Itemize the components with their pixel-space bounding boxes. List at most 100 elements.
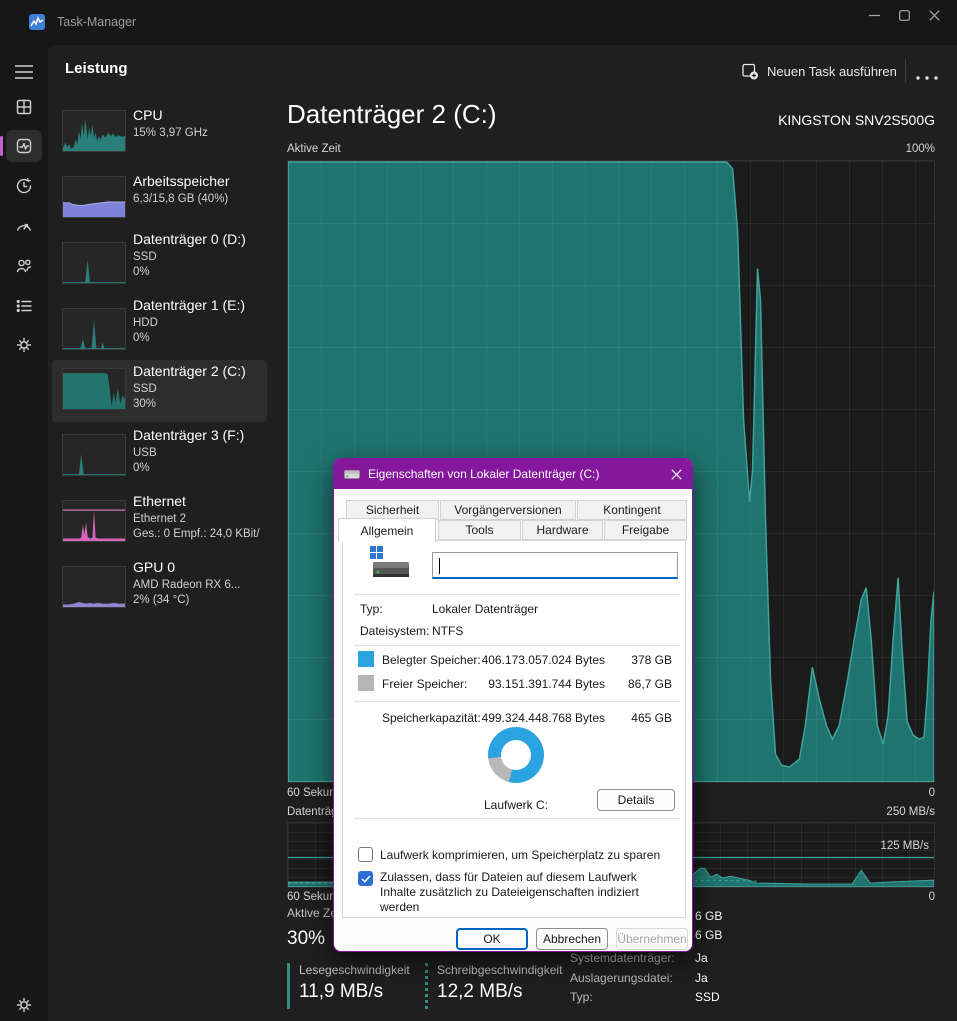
list-item-sub2: 0% (133, 332, 150, 344)
cancel-button[interactable]: Abbrechen (536, 928, 608, 950)
read-speed-value: 11,9 MB/s (299, 981, 384, 1002)
info-row-value: Ja (695, 971, 708, 985)
transfer-max-label: 250 MB/s (886, 806, 935, 818)
new-task-icon (742, 63, 758, 79)
separator (354, 701, 680, 702)
x-axis-right: 0 (928, 787, 935, 799)
general-tab-page: Typ: Lokaler Datenträger Dateisystem: NT… (342, 540, 686, 918)
memory-sparkline (62, 176, 126, 218)
nav-selection-accent (0, 136, 3, 156)
list-item-ethernet[interactable] (62, 500, 126, 542)
list-item-title: Datenträger 3 (F:) (133, 427, 245, 443)
apply-button[interactable]: Übernehmen (616, 928, 688, 950)
sidebar-item-performance[interactable] (6, 130, 42, 162)
run-new-task-button[interactable]: Neuen Task ausführen (742, 58, 897, 84)
more-options-button[interactable] (915, 68, 939, 86)
filesystem-label: Dateisystem: (360, 624, 430, 638)
processes-icon (16, 99, 32, 115)
list-item-sub: USB (133, 447, 157, 459)
drive-label: Laufwerk C: (483, 798, 549, 812)
type-label: Typ: (360, 602, 383, 616)
list-item-sub: AMD Radeon RX 6... (133, 579, 241, 591)
disk0-sparkline (62, 242, 126, 284)
sidebar-item-settings[interactable] (6, 989, 42, 1021)
transfer-x-right: 0 (928, 891, 935, 903)
dialog-title: Eigenschaften von Lokaler Datenträger (C… (368, 467, 600, 481)
list-item-title: Datenträger 1 (E:) (133, 297, 246, 313)
menu-button[interactable] (6, 56, 42, 88)
maximize-button[interactable] (889, 2, 919, 28)
tab-tools[interactable]: Tools (438, 520, 521, 540)
sidebar-item-processes[interactable] (6, 91, 42, 123)
read-speed-stat: Lesegeschwindigkeit 11,9 MB/s (287, 963, 417, 1009)
ok-button[interactable]: OK (456, 928, 528, 950)
services-icon (16, 337, 32, 353)
capacity-bytes: 499.324.448.768 Bytes (481, 711, 605, 725)
list-item-memory[interactable] (62, 176, 126, 218)
compress-checkbox-label: Laufwerk komprimieren, um Speicherplatz … (380, 848, 661, 862)
used-space-swatch (358, 651, 374, 667)
maximize-icon (898, 9, 910, 21)
more-options-icon (916, 76, 938, 80)
list-item-cpu[interactable] (62, 110, 126, 152)
list-item-disk0[interactable] (62, 242, 126, 284)
sidebar-item-details[interactable] (6, 290, 42, 322)
properties-dialog: Eigenschaften von Lokaler Datenträger (C… (333, 458, 693, 952)
window-title: Task-Manager (57, 15, 137, 29)
list-item-sub2: 2% (34 °C) (133, 594, 190, 606)
tab-sicherheit[interactable]: Sicherheit (346, 500, 439, 520)
info-row-label: Systemdatenträger: (570, 951, 675, 965)
transfer-write-line (288, 879, 757, 884)
tab-kontingent[interactable]: Kontingent (577, 500, 687, 520)
close-icon (928, 9, 940, 21)
y-max-label: 100% (905, 143, 935, 155)
compress-checkbox[interactable] (358, 847, 373, 862)
capacity-size: 465 GB (631, 711, 672, 725)
info-row-value: 6 GB (695, 909, 723, 923)
tab-vorgaengerversionen[interactable]: Vorgängerversionen (440, 500, 576, 520)
list-item-gpu[interactable] (62, 566, 126, 608)
list-item-sub: 6,3/15,8 GB (40%) (133, 193, 229, 205)
device-name: KINGSTON SNV2S500G (778, 112, 935, 128)
free-space-swatch (358, 675, 374, 691)
list-item-sub: HDD (133, 317, 158, 329)
details-icon (16, 299, 32, 313)
sidebar-item-users[interactable] (6, 250, 42, 282)
dialog-titlebar[interactable]: Eigenschaften von Lokaler Datenträger (C… (334, 459, 692, 489)
tab-freigabe[interactable]: Freigabe (604, 520, 687, 540)
index-checkbox[interactable] (358, 871, 373, 886)
cpu-sparkline (62, 110, 126, 152)
list-item-sub: Ethernet 2 (133, 513, 187, 525)
sidebar-item-startup-apps[interactable] (6, 210, 42, 242)
list-item-disk3[interactable] (62, 434, 126, 476)
list-item-title: Datenträger 2 (C:) (133, 363, 246, 379)
drive-large-icon (365, 546, 411, 582)
list-item-sub2: 0% (133, 462, 150, 474)
active-time-stat-value: 30% (287, 928, 326, 949)
window-controls (859, 2, 949, 28)
info-row-value: Ja (695, 951, 708, 965)
sidebar-item-app-history[interactable] (6, 170, 42, 202)
list-item-disk2-selected[interactable] (62, 368, 126, 410)
performance-icon (16, 138, 32, 154)
volume-name-input[interactable] (432, 552, 678, 579)
tab-hardware[interactable]: Hardware (522, 520, 603, 540)
header-separator (905, 59, 906, 83)
write-speed-stat: Schreibgeschwindigkeit 12,2 MB/s (425, 963, 570, 1009)
type-value: Lokaler Datenträger (432, 602, 539, 616)
dialog-close-icon[interactable] (671, 468, 682, 480)
list-item-disk1[interactable] (62, 308, 126, 350)
write-speed-value: 12,2 MB/s (437, 981, 523, 1002)
list-item-sub: SSD (133, 383, 157, 395)
details-button[interactable]: Details (597, 789, 675, 811)
list-item-title: Datenträger 0 (D:) (133, 231, 246, 247)
text-caret (439, 558, 440, 574)
page-title: Leistung (65, 60, 128, 77)
info-row-value: 6 GB (695, 928, 723, 942)
sidebar-item-services[interactable] (6, 329, 42, 361)
tab-allgemein[interactable]: Allgemein (338, 518, 436, 542)
minimize-button[interactable] (859, 2, 889, 28)
close-button[interactable] (919, 2, 949, 28)
free-space-bytes: 93.151.391.744 Bytes (488, 677, 605, 691)
read-speed-label: Lesegeschwindigkeit (299, 963, 410, 977)
